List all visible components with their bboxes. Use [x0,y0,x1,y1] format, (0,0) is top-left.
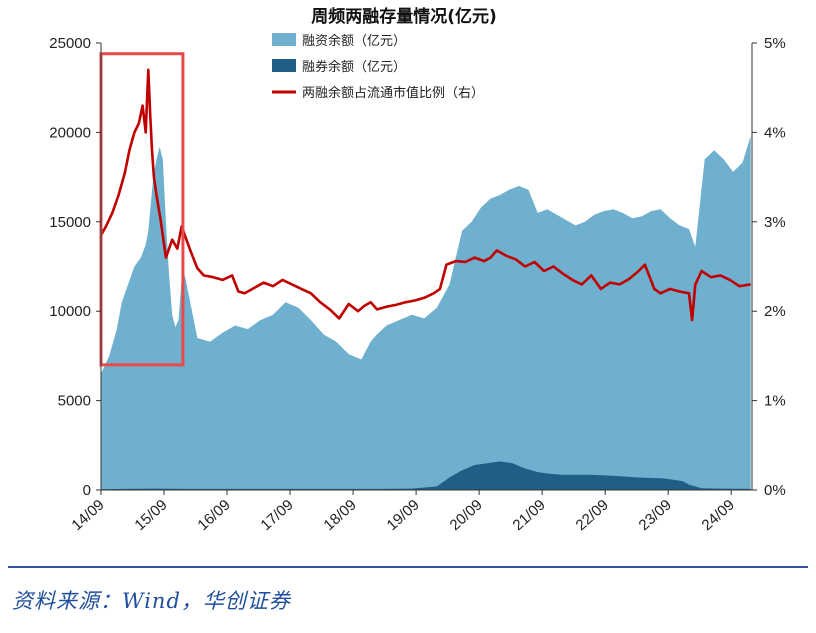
area-series-0 [101,136,751,490]
chart-title: 周频两融存量情况(亿元) [311,6,497,27]
plot-area: 25000 20000 15000 10000 5000 0 5% 4% 3% 2% 1% 0% 14/… [49,35,785,534]
source-note: 资料来源：Wind，华创证券 [12,589,291,613]
legend-label-short: 融券余额（亿元） [302,59,406,75]
area-series-1 [101,461,751,490]
chart: 周频两融存量情况(亿元) 25000 20000 15000 10000 5000 0 5%… [49,6,785,534]
x-tick-label: 16/09 [194,496,233,534]
x-tick-label: 24/09 [699,496,738,534]
x-tick-label: 15/09 [131,496,170,534]
legend: 融资余额（亿元） 融券余额（亿元） 两融余额占流通市值比例（右） [272,33,484,101]
y-right-tick-label: 5% [764,35,786,52]
y-left-tick-label: 15000 [49,214,91,231]
x-tick-label: 20/09 [447,496,486,534]
x-tick-label: 21/09 [510,496,549,534]
x-tick-label: 23/09 [636,496,675,534]
x-tick-label: 14/09 [68,496,107,534]
legend-swatch-short [272,59,296,72]
line-series-ratio [99,68,751,322]
legend-label-ratio: 两融余额占流通市值比例（右） [302,85,484,101]
y-left-tick-label: 0 [83,482,91,499]
y-right-tick-label: 0% [764,482,786,499]
y-left-tick-label: 5000 [58,393,91,410]
y-left-tick-label: 10000 [49,303,91,320]
y-right-tick-label: 4% [764,124,786,141]
y-right-tick-label: 1% [764,393,786,410]
legend-swatch-financing [272,33,296,46]
source-divider [8,566,808,568]
x-tick-label: 17/09 [257,496,296,534]
y-right-tick-label: 3% [764,214,786,231]
y-left-tick-label: 25000 [49,35,91,52]
y-right-tick-label: 2% [764,303,786,320]
x-tick-label: 18/09 [320,496,359,534]
x-tick-label: 22/09 [573,496,612,534]
y-left-tick-label: 20000 [49,124,91,141]
x-tick-label: 19/09 [384,496,423,534]
legend-label-financing: 融资余额（亿元） [302,33,406,49]
